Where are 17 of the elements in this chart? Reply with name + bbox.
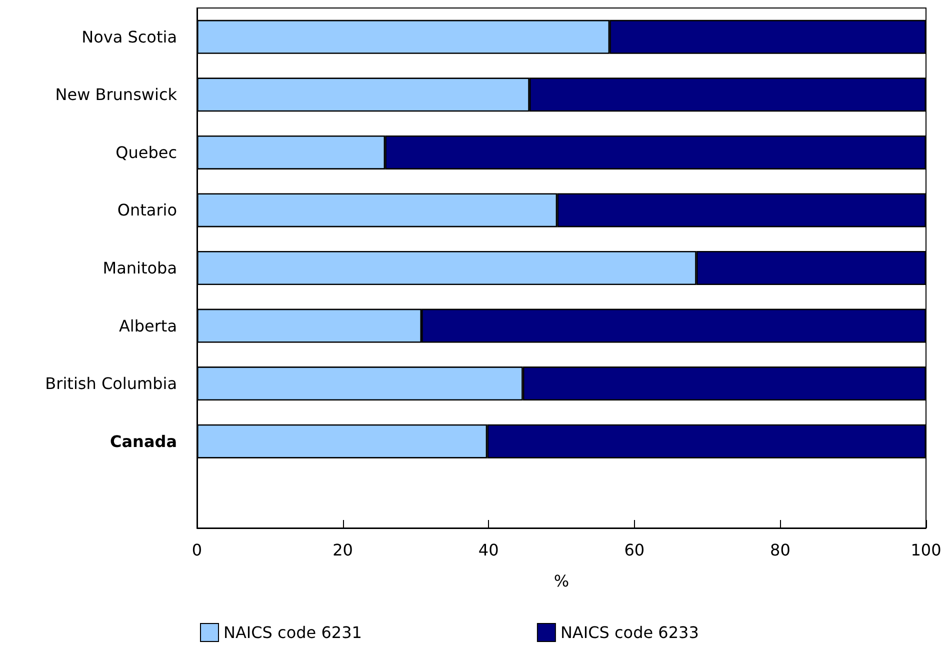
x-tick-label: 60 (624, 540, 645, 560)
y-tick-label: Ontario (117, 200, 177, 220)
y-tick-label: Quebec (116, 142, 177, 162)
y-tick-label: New Brunswick (55, 85, 178, 104)
x-tick-label: 0 (192, 540, 202, 560)
y-tick-label: Canada (110, 432, 177, 451)
y-tick-label: Alberta (118, 316, 177, 336)
x-tick-label: 100 (910, 540, 942, 560)
y-tick-label: Nova Scotia (82, 27, 177, 46)
y-tick-label: Manitoba (102, 258, 177, 278)
x-tick-label: 80 (770, 540, 790, 560)
x-axis-title: % (554, 572, 570, 590)
legend-label: NAICS code 6231 (224, 623, 362, 642)
x-tick-label: 40 (478, 540, 499, 560)
y-tick-label: British Columbia (45, 374, 177, 394)
legend-label: NAICS code 6233 (560, 623, 699, 642)
x-tick-label: 20 (332, 540, 353, 560)
